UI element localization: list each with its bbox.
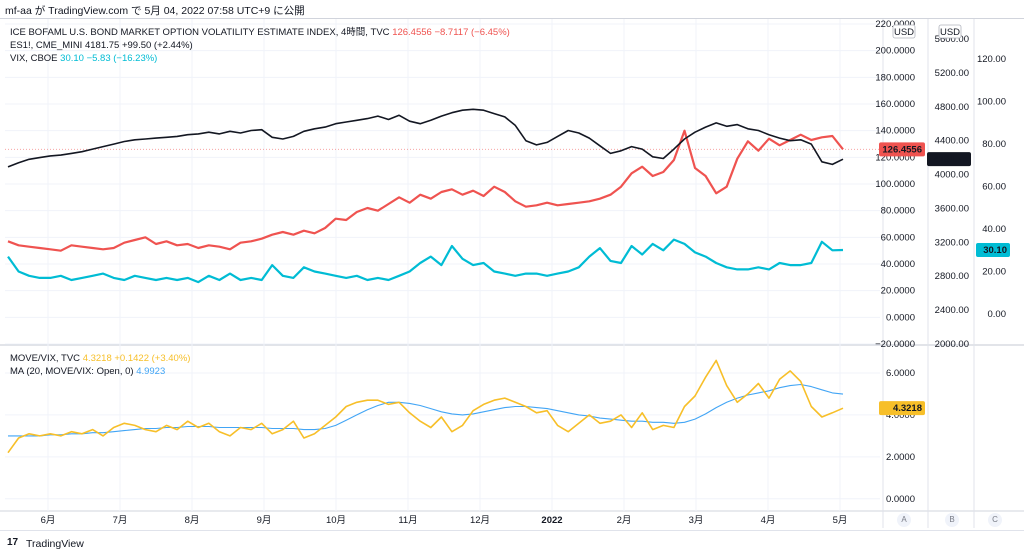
- axis-b-tick-label: 4000.00: [935, 170, 969, 181]
- legend-main-row[interactable]: ICE BOFAML U.S. BOND MARKET OPTION VOLAT…: [10, 27, 510, 40]
- legend-ratio-name: MA (20, MOVE/VIX: Open, 0): [10, 366, 137, 377]
- axis-a-tick-label: 20.0000: [881, 286, 915, 297]
- time-axis-label: 12月: [470, 515, 490, 526]
- last-value-move-bg: [879, 142, 925, 157]
- legend-main-name: ES1!, CME_MINI: [10, 40, 85, 51]
- ratio-axis-tick-label: 4.0000: [886, 410, 915, 421]
- ratio-axis-tick-label: 0.0000: [886, 494, 915, 505]
- axis-b-tick-label: 3200.00: [935, 237, 969, 248]
- axis-a-tick-label: 100.0000: [875, 179, 915, 190]
- axis-button-c[interactable]: C: [988, 513, 1002, 527]
- footer-bar: 17 TradingView: [0, 530, 1024, 554]
- axis-a-tick-label: 120.0000: [875, 152, 915, 163]
- legend-ratio: MOVE/VIX, TVC 4.3218 +0.1422 (+3.40%) MA …: [10, 353, 190, 379]
- axis-c-tick-label: 40.00: [982, 224, 1006, 235]
- axis-c-tick-label: 0.00: [988, 309, 1007, 320]
- axis-a-tick-label: 180.0000: [875, 72, 915, 83]
- legend-ratio-row[interactable]: MOVE/VIX, TVC 4.3218 +0.1422 (+3.40%): [10, 353, 190, 366]
- axis-a-tick-label: 40.0000: [881, 259, 915, 270]
- legend-ratio-name: MOVE/VIX, TVC: [10, 353, 83, 364]
- last-value-es-bg: [927, 152, 971, 167]
- last-value-ratio-bg: [879, 401, 925, 416]
- publish-text: mf-aa が TradingView.com で 5月 04, 2022 07…: [5, 5, 305, 17]
- axis-a-tick-label: 160.0000: [875, 99, 915, 110]
- axis-c-tick-label: 20.00: [982, 267, 1006, 278]
- axis-b-tick-label: 5200.00: [935, 68, 969, 79]
- axis-a-unit-box: [892, 24, 916, 39]
- time-axis-label: 11月: [398, 515, 417, 526]
- legend-main-value: 4181.75 +99.50 (+2.44%): [84, 40, 193, 51]
- legend-main-name: ICE BOFAML U.S. BOND MARKET OPTION VOLAT…: [10, 27, 393, 38]
- tradingview-brand[interactable]: TradingView: [26, 538, 84, 550]
- axis-b-tick-label: 2800.00: [935, 271, 969, 282]
- axis-b-tick-label: 3600.00: [935, 203, 969, 214]
- time-axis-label: 10月: [326, 515, 346, 526]
- series-line-ratio: [7, 359, 844, 454]
- axis-b-tick-label: 4400.00: [935, 136, 969, 147]
- axis-c-tick-label: 80.00: [982, 139, 1006, 150]
- axis-a-tick-label: 200.0000: [875, 46, 915, 57]
- ratio-axis-tick-label: 6.0000: [886, 368, 915, 379]
- last-value-move: 126.4556: [882, 144, 922, 155]
- legend-main: ICE BOFAML U.S. BOND MARKET OPTION VOLAT…: [10, 27, 510, 66]
- axis-b-unit-box: [938, 24, 962, 39]
- axis-a-tick-label: 140.0000: [875, 126, 915, 137]
- legend-ratio-value: 4.3218 +0.1422 (+3.40%): [82, 353, 191, 364]
- legend-main-value: 30.10 −5.83 (−16.23%): [60, 53, 158, 64]
- time-axis-label: 5月: [833, 515, 848, 526]
- axis-a-tick-label: 0.0000: [886, 312, 915, 323]
- time-axis-label: 6月: [41, 515, 56, 526]
- time-axis-label: 8月: [185, 515, 200, 526]
- series-line-ma: [8, 383, 844, 437]
- axis-a-tick-label: 220.0000: [875, 19, 915, 30]
- axis-button-b[interactable]: B: [945, 513, 959, 527]
- series-line-es: [7, 108, 844, 168]
- publish-bar: mf-aa が TradingView.com で 5月 04, 2022 07…: [0, 0, 1024, 18]
- series-line-vix: [7, 238, 844, 284]
- time-axis-label: 9月: [257, 515, 272, 526]
- axis-b-tick-label: 4800.00: [935, 102, 969, 113]
- time-axis-label: 7月: [113, 515, 128, 526]
- axis-b-tick-label: 5600.00: [935, 34, 969, 45]
- chart-canvas[interactable]: 220.0000 200.0000 180.0000 160.0000 140.0000…: [0, 19, 1024, 528]
- last-value-es: 4181.75: [934, 154, 969, 165]
- last-value-vix-bg: [976, 243, 1010, 258]
- time-axis-label: 2月: [617, 515, 632, 526]
- time-axis-label: 3月: [689, 515, 704, 526]
- legend-main-name: VIX, CBOE: [10, 53, 61, 64]
- axis-c-tick-label: 120.00: [977, 54, 1006, 65]
- axis-b-tick-label: 2000.00: [935, 339, 969, 350]
- axis-b-unit-label: USD: [940, 27, 960, 38]
- legend-ratio-value: 4.9923: [136, 366, 166, 377]
- time-axis-label: 2022: [541, 515, 562, 526]
- legend-main-row[interactable]: ES1!, CME_MINI 4181.75 +99.50 (+2.44%): [10, 40, 510, 53]
- axis-b-tick-label: 2400.00: [935, 305, 969, 316]
- last-value-ratio: 4.3218: [893, 403, 922, 414]
- axis-button-a[interactable]: A: [897, 513, 911, 527]
- last-value-vix: 30.10: [983, 245, 1007, 256]
- series-line-move: [7, 129, 844, 252]
- axis-c-tick-label: 100.00: [977, 97, 1006, 108]
- axis-a-tick-label: 60.0000: [881, 232, 915, 243]
- axis-a-unit-label: USD: [894, 27, 914, 38]
- legend-main-row[interactable]: VIX, CBOE 30.10 −5.83 (−16.23%): [10, 53, 510, 66]
- legend-ratio-row[interactable]: MA (20, MOVE/VIX: Open, 0) 4.9923: [10, 366, 190, 379]
- axis-a-tick-label: −20.0000: [875, 339, 915, 350]
- axis-a-tick-label: 80.0000: [881, 206, 915, 217]
- axis-c-tick-label: 60.00: [982, 182, 1006, 193]
- ratio-axis-tick-label: 2.0000: [886, 452, 915, 463]
- tradingview-logo-icon[interactable]: 17: [7, 537, 19, 548]
- chart-frame[interactable]: 220.0000 200.0000 180.0000 160.0000 140.0000…: [0, 18, 1024, 528]
- legend-main-value: 126.4556 −8.7117 (−6.45%): [392, 27, 510, 38]
- time-axis-label: 4月: [761, 515, 776, 526]
